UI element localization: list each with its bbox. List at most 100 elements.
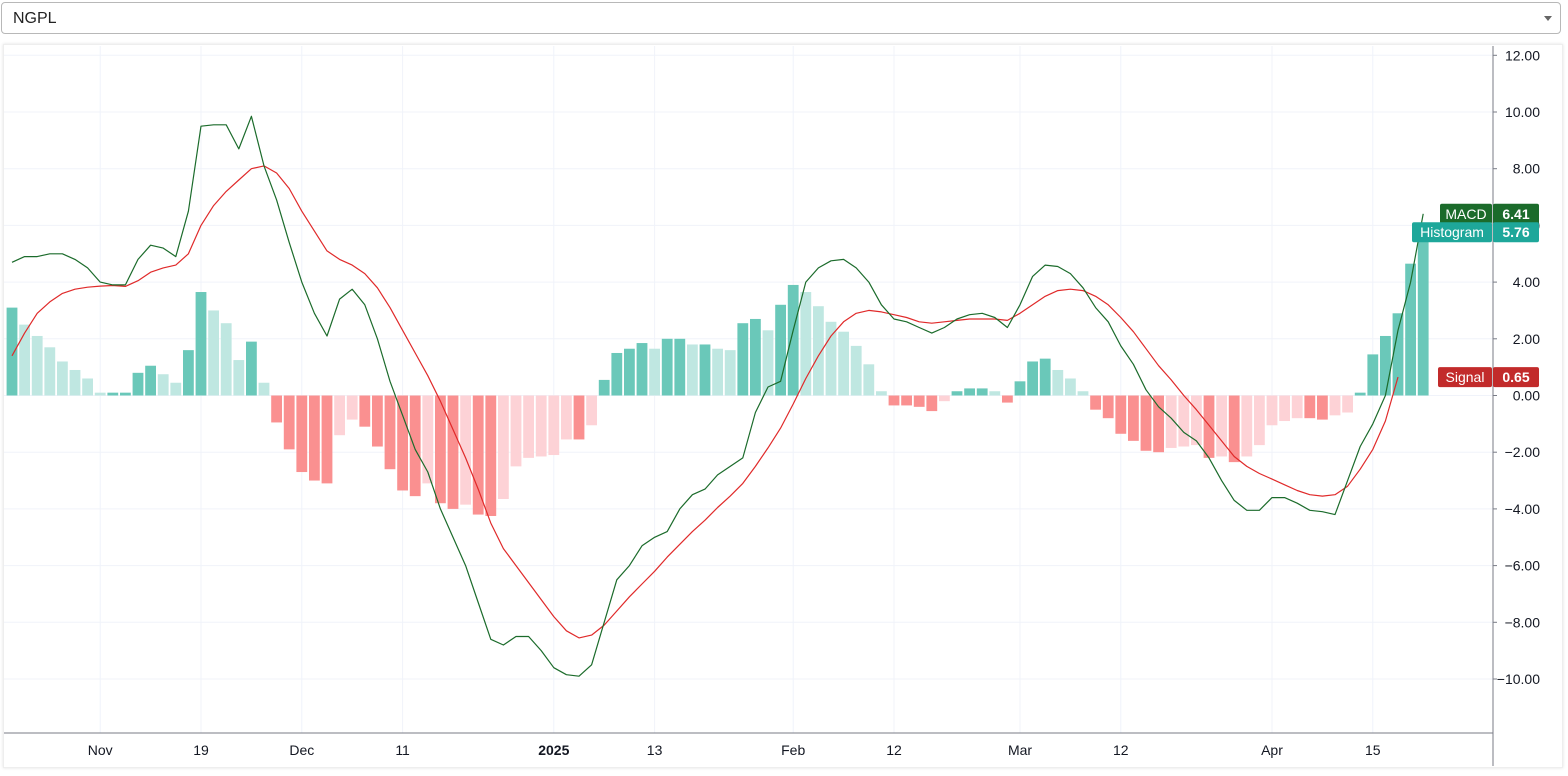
x-tick-label: 15 xyxy=(1365,742,1381,758)
label-name: Histogram xyxy=(1420,224,1484,240)
symbol-select-value: NGPL xyxy=(13,10,57,27)
label-name: Signal xyxy=(1446,369,1485,385)
histogram-bar xyxy=(573,395,585,440)
histogram-bar xyxy=(422,395,434,484)
histogram-bar xyxy=(346,395,358,420)
histogram-bar xyxy=(687,344,698,396)
histogram-bar xyxy=(510,395,522,467)
histogram-bar xyxy=(1380,335,1391,396)
histogram-bar xyxy=(724,350,736,396)
histogram-bar xyxy=(1065,378,1076,396)
label-value: 6.41 xyxy=(1502,206,1529,222)
histogram-bar xyxy=(283,395,295,450)
histogram-bar xyxy=(57,361,68,396)
x-tick-label: Apr xyxy=(1261,742,1283,758)
histogram-bar xyxy=(712,348,723,396)
label-value: 0.65 xyxy=(1502,369,1529,385)
histogram-bar xyxy=(258,382,270,396)
histogram-bar xyxy=(951,391,963,396)
histogram-bar xyxy=(435,395,446,504)
histogram-bar xyxy=(1178,395,1190,447)
x-tick-label: 12 xyxy=(1113,742,1129,758)
x-tick-label: 2025 xyxy=(538,742,569,758)
histogram-bar xyxy=(1140,395,1152,451)
histogram-bar xyxy=(359,395,371,427)
histogram-bar xyxy=(1014,381,1026,396)
histogram-bar xyxy=(1027,361,1038,396)
histogram-bar xyxy=(1128,395,1139,441)
signal-line xyxy=(11,165,1399,639)
symbol-select[interactable]: NGPL xyxy=(1,2,1561,34)
histogram-bar xyxy=(1216,395,1227,457)
histogram-bar xyxy=(825,321,837,396)
histogram-last-value-label: Histogram 5.76 xyxy=(1412,222,1539,243)
histogram-bar xyxy=(1115,395,1127,434)
histogram-bar xyxy=(1052,369,1064,396)
histogram-bar xyxy=(964,388,975,396)
y-tick-label: 2.00 xyxy=(1513,331,1540,347)
x-tick-label: 11 xyxy=(395,742,410,758)
histogram-bar xyxy=(775,304,786,396)
histogram-bar xyxy=(384,395,396,470)
histogram-bar xyxy=(246,341,257,396)
histogram-bar xyxy=(6,307,18,396)
histogram-bar xyxy=(787,284,799,396)
histogram-bar xyxy=(145,365,156,396)
histogram-bar xyxy=(1254,395,1265,446)
histogram-bar xyxy=(233,360,245,396)
chart-panel[interactable] xyxy=(3,44,1563,768)
histogram-bar xyxy=(913,395,925,407)
label-name: MACD xyxy=(1445,206,1486,222)
histogram-bar xyxy=(624,348,635,396)
histogram-bar xyxy=(31,335,43,396)
histogram-bar xyxy=(1203,395,1215,458)
histogram-bar xyxy=(321,395,333,484)
histogram-bar xyxy=(409,395,421,497)
label-name-box xyxy=(1412,222,1492,243)
histogram-bar xyxy=(750,318,761,396)
histogram-bar xyxy=(1102,395,1114,419)
histogram-bar xyxy=(1405,263,1416,396)
histogram-bar xyxy=(636,343,648,396)
y-tick-label: −4.00 xyxy=(1505,501,1541,517)
histogram-bar xyxy=(863,364,875,396)
histogram-bar xyxy=(1304,395,1316,419)
histogram-bar xyxy=(1090,395,1101,410)
histogram-bar xyxy=(472,395,484,515)
histogram-bar xyxy=(800,292,812,396)
label-value-box xyxy=(1493,203,1539,224)
histogram-bar xyxy=(598,379,610,396)
histogram-bar xyxy=(838,331,849,396)
histogram-bar xyxy=(611,352,623,396)
label-value-box xyxy=(1493,367,1539,388)
histogram-bar xyxy=(120,392,131,396)
histogram-bar xyxy=(548,395,560,456)
label-value-box xyxy=(1493,222,1539,243)
histogram-bar xyxy=(1367,354,1379,396)
histogram-bar xyxy=(989,391,1001,396)
macd-last-value-label: MACD 6.41 xyxy=(1440,203,1539,224)
histogram-bar xyxy=(1392,313,1404,396)
label-value: 5.76 xyxy=(1502,224,1529,240)
x-tick-label: 19 xyxy=(193,742,209,758)
histogram-bar xyxy=(1266,395,1278,426)
histogram-bar xyxy=(926,395,938,412)
histogram-bar xyxy=(69,369,81,396)
histogram-bar xyxy=(1342,395,1353,413)
histogram-bar xyxy=(1191,395,1202,446)
chevron-down-icon[interactable] xyxy=(1544,16,1552,21)
histogram-bar xyxy=(107,392,119,396)
histogram-bar xyxy=(44,347,56,396)
histogram-bar xyxy=(876,391,887,396)
y-tick-label: 4.00 xyxy=(1513,274,1540,290)
histogram-bar xyxy=(850,345,862,396)
y-tick-label: 10.00 xyxy=(1505,104,1540,120)
histogram-bar xyxy=(309,395,320,481)
histogram-bar xyxy=(132,372,144,396)
histogram-bar xyxy=(1039,358,1051,396)
y-tick-label: 8.00 xyxy=(1513,161,1540,177)
histogram-bar xyxy=(813,306,824,396)
x-tick-label: Feb xyxy=(781,742,805,758)
histogram-bar xyxy=(372,395,383,447)
